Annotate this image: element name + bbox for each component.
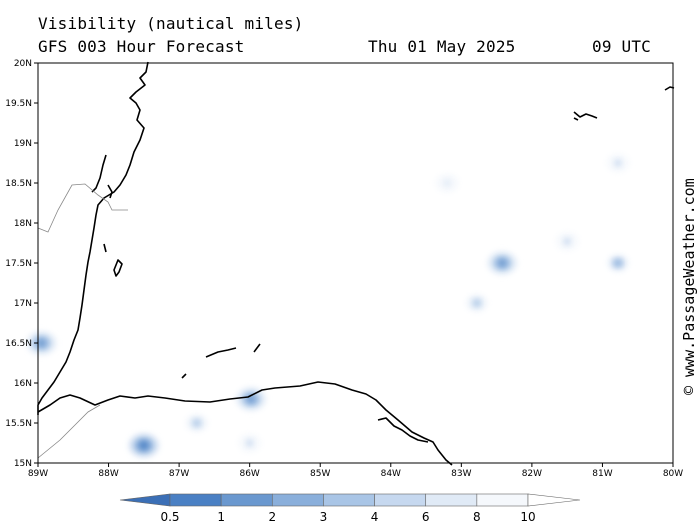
visibility-patch-central-sea (497, 258, 507, 268)
colorbar-label: 0.5 (160, 510, 179, 524)
colorbar-label: 1 (217, 510, 225, 524)
bay-islands-guanaja (253, 343, 261, 353)
honduras-north-coast (37, 381, 453, 466)
map-frame (37, 62, 674, 464)
visibility-patch-inland-honduras (246, 439, 254, 447)
lat-tick-label: 17N (14, 299, 32, 309)
utila (181, 373, 187, 379)
lon-tick-label: 80W (663, 469, 683, 479)
turneffe (103, 243, 107, 253)
colorbar-bin (425, 493, 478, 507)
visibility-patches (26, 153, 630, 458)
lat-tick-label: 20N (14, 59, 32, 69)
colorbar-max-arrow (527, 493, 581, 507)
lat-tick-label: 16.5N (5, 339, 32, 349)
caye-island-2 (113, 259, 123, 277)
lon-tick-label: 86W (239, 469, 259, 479)
lon-tick-label: 85W (310, 469, 330, 479)
visibility-patch-far-northeast (614, 159, 622, 167)
forecast-date: Thu 01 May 2025 (368, 37, 516, 56)
mexico-belize-border (37, 183, 128, 233)
lat-tick-label: 19.5N (5, 99, 32, 109)
colorbar-bin (374, 493, 427, 507)
lon-tick-label: 83W (451, 469, 471, 479)
visibility-patch-north-central (443, 179, 451, 187)
coastline (37, 61, 675, 466)
ambergris-caye (91, 154, 107, 193)
lat-tick-label: 15N (14, 459, 32, 469)
forecast-subtitle: GFS 003 Hour Forecast (38, 37, 245, 56)
caye-island-1 (107, 184, 113, 199)
cayman-brac (573, 117, 579, 121)
colorbar-bin (169, 493, 222, 507)
country-borders (37, 183, 128, 459)
visibility-patch-northeast (563, 237, 571, 245)
colorbar-label: 6 (422, 510, 430, 524)
lat-tick-label: 16N (14, 379, 32, 389)
lat-tick-label: 18N (14, 219, 32, 229)
lon-tick-label: 89W (28, 469, 48, 479)
colorbar-label: 10 (520, 510, 535, 524)
longitude-axis: 89W 88W 87W 86W 85W 84W 83W 82W 81W 80W (28, 463, 683, 479)
colorbar-bin (323, 493, 375, 507)
visibility-patch-east-sea (614, 259, 622, 267)
colorbar-label: 8 (473, 510, 481, 524)
lon-tick-label: 84W (381, 469, 401, 479)
colorbar-bin (476, 493, 529, 507)
lat-tick-label: 17.5N (5, 259, 32, 269)
forecast-time: 09 UTC (592, 37, 651, 56)
visibility-patch-near-ceiba (193, 419, 201, 427)
lon-tick-label: 88W (98, 469, 118, 479)
lon-tick-label: 87W (169, 469, 189, 479)
lon-tick-label: 81W (592, 469, 612, 479)
latitude-axis: 20N 19.5N 19N 18.5N 18N 17.5N 17N 16.5N 16N 15.5N… (5, 59, 38, 469)
visibility-patch-west-coast (37, 338, 47, 348)
lat-tick-label: 18.5N (5, 179, 32, 189)
cayman-grand (573, 111, 598, 119)
colorbar-bin (271, 493, 324, 507)
yucatan-belize-coast (37, 61, 149, 415)
guatemala-honduras-border (37, 404, 101, 459)
visibility-patch-gulf-honduras-south (139, 441, 149, 450)
lon-tick-label: 82W (522, 469, 542, 479)
visibility-patch-south-central (473, 299, 481, 307)
bay-islands-roatan (205, 347, 237, 358)
colorbar-bin (220, 493, 273, 507)
colorbar-label: 2 (268, 510, 276, 524)
colorbar-label: 3 (320, 510, 328, 524)
colorbar-label: 4 (371, 510, 379, 524)
lat-tick-label: 15.5N (5, 419, 32, 429)
visibility-colorbar: 0.5 1 2 3 4 6 8 10 (119, 493, 581, 524)
map-title: Visibility (nautical miles) (38, 14, 304, 33)
miskito-cays (377, 417, 429, 443)
lat-tick-label: 19N (14, 139, 32, 149)
colorbar-min-arrow (119, 493, 171, 507)
